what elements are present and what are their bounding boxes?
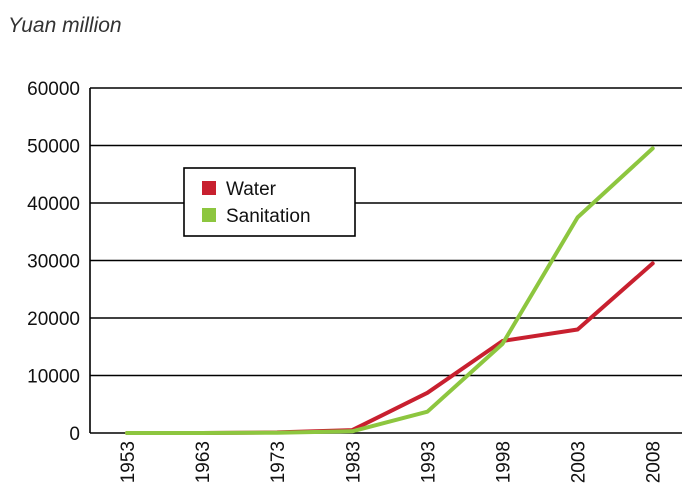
series-line-water — [125, 261, 655, 435]
y-tick-label: 20000 — [27, 309, 80, 330]
y-tick-label: 0 — [69, 424, 80, 445]
x-tick-label: 1973 — [268, 441, 289, 483]
x-tick-label: 2008 — [644, 441, 665, 483]
grid-lines — [89, 87, 682, 434]
y-axis-ticks: 0 10000 20000 30000 40000 50000 60000 — [27, 79, 80, 445]
y-tick-label: 30000 — [27, 252, 80, 273]
legend-label: Sanitation — [226, 206, 311, 227]
x-tick-label: 1993 — [418, 441, 439, 483]
x-tick-label: 1998 — [494, 441, 515, 483]
x-tick-label: 1983 — [343, 441, 364, 483]
legend-swatch — [202, 181, 216, 195]
legend-swatch — [202, 208, 216, 222]
legend-box — [183, 167, 356, 237]
y-tick-label: 10000 — [27, 367, 80, 388]
series-lines — [125, 146, 655, 435]
x-tick-label: 1953 — [118, 441, 139, 483]
x-tick-label: 1963 — [193, 441, 214, 483]
legend-label: Water — [226, 179, 277, 200]
x-axis-ticks: 1953 1963 1973 1983 1993 1998 2003 2008 — [118, 441, 665, 483]
y-tick-label: 50000 — [27, 137, 80, 158]
y-tick-label: 60000 — [27, 79, 80, 100]
x-tick-label: 2003 — [569, 441, 590, 483]
unit-label: Yuan million — [8, 14, 122, 37]
legend: Water Sanitation — [183, 167, 356, 237]
series-line-sanitation — [125, 146, 655, 435]
y-tick-label: 40000 — [27, 194, 80, 215]
